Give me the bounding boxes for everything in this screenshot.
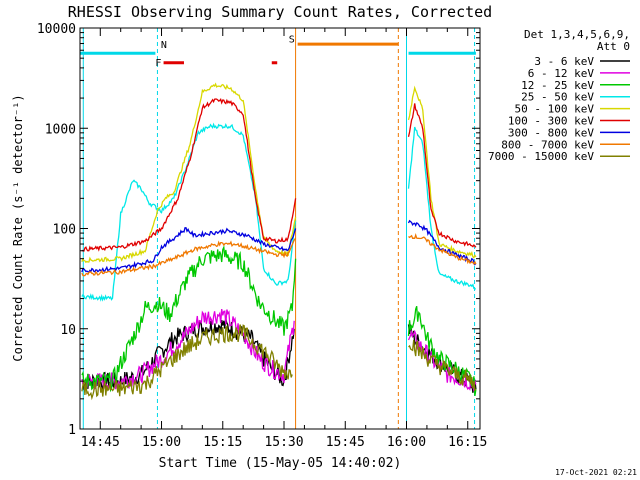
series-12-25-kev — [81, 244, 477, 396]
series-line — [81, 98, 297, 252]
series-line — [407, 126, 476, 290]
saa-flag-label: S — [289, 34, 295, 45]
x-tick-label: 15:15 — [203, 435, 242, 450]
timestamp: 17-Oct-2021 02:21 — [555, 468, 637, 477]
y-tick-label: 10000 — [37, 22, 76, 37]
y-axis-label: Corrected Count Rate (s⁻¹ detector⁻¹) — [11, 94, 25, 361]
x-tick-label: 15:30 — [264, 435, 303, 450]
legend-label: 7000 - 15000 keV — [488, 150, 594, 163]
plot-area: NF S — [80, 28, 477, 429]
legend-label: 100 - 300 keV — [508, 115, 594, 128]
night-flag-label: N — [161, 40, 167, 51]
chart-title: RHESSI Observing Summary Count Rates, Co… — [68, 3, 492, 21]
series-7000-15000-kev — [81, 324, 477, 401]
series-line — [407, 219, 477, 266]
flare-flag-label: F — [155, 58, 161, 69]
legend-label: 50 - 100 keV — [515, 103, 595, 116]
series-line — [407, 103, 477, 248]
legend-label: 12 - 25 keV — [521, 79, 594, 92]
x-tick-label: 15:00 — [142, 435, 181, 450]
y-tick-label: 1 — [68, 423, 76, 438]
y-axis: 1 10 100 1000 10000 — [37, 22, 480, 438]
y-tick-label: 100 — [53, 223, 76, 238]
series-line — [408, 339, 477, 392]
series-300-800-kev — [81, 219, 477, 273]
series-line — [81, 227, 297, 273]
legend-label: 3 - 6 keV — [534, 55, 594, 68]
x-axis-label: Start Time (15-May-05 14:40:02) — [159, 456, 402, 471]
series-line — [81, 244, 297, 393]
series-line — [407, 305, 477, 396]
legend-header: Det 1,3,4,5,6,9, — [524, 28, 630, 41]
legend-label: 800 - 7000 keV — [501, 138, 594, 151]
legend-label: 300 - 800 keV — [508, 126, 594, 139]
series-line — [81, 324, 293, 401]
legend-label: 6 - 12 keV — [528, 67, 595, 80]
series-line — [81, 82, 297, 264]
series-25-50-kev — [81, 122, 476, 302]
y-tick-label: 1000 — [45, 122, 76, 137]
series-line — [81, 237, 297, 277]
x-tick-label: 16:00 — [387, 435, 426, 450]
x-axis: 14:45 15:00 15:15 15:30 15:45 16:00 16:15 — [81, 28, 487, 450]
x-tick-label: 14:45 — [81, 435, 120, 450]
x-tick-label: 16:15 — [448, 435, 487, 450]
series-800-7000-kev — [81, 232, 477, 277]
series-line — [407, 85, 477, 259]
legend-label: 25 - 50 keV — [521, 91, 594, 104]
legend-header: Att 0 — [597, 40, 630, 53]
y-tick-label: 10 — [60, 323, 76, 338]
series-50-100-kev — [81, 82, 477, 264]
series-line — [408, 232, 477, 266]
series-100-300-kev — [81, 98, 477, 252]
x-tick-label: 15:45 — [326, 435, 365, 450]
